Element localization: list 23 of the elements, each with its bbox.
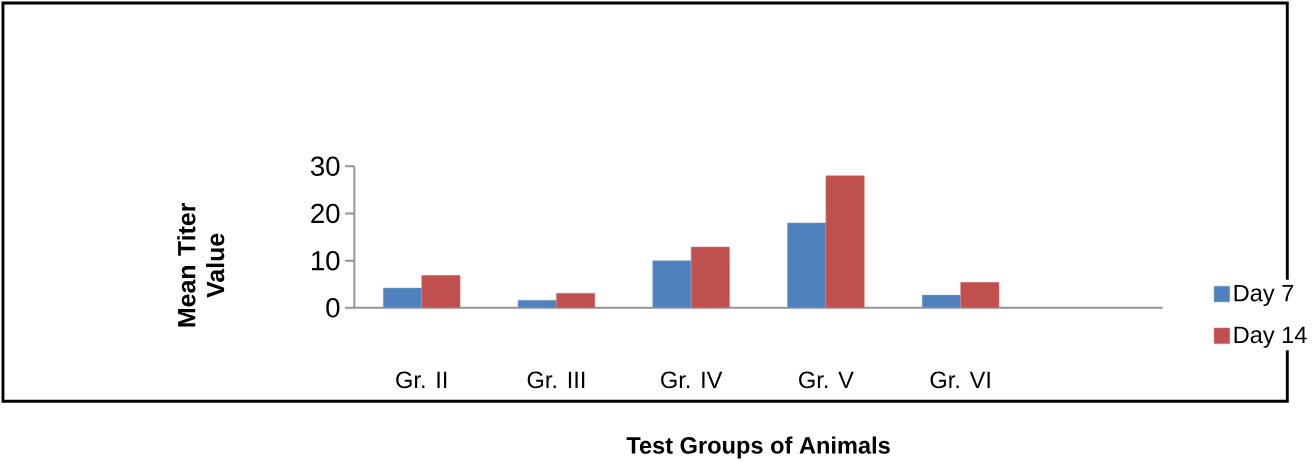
y-tick-label: 10 xyxy=(312,250,340,271)
bar xyxy=(383,287,422,309)
x-axis-title: Test Groups of Animals xyxy=(626,436,890,459)
bar xyxy=(960,282,1000,309)
x-tick-label: Gr. II xyxy=(396,371,447,389)
x-tick-label: Gr. V xyxy=(799,371,854,389)
bar xyxy=(556,293,596,309)
y-tick-label: 30 xyxy=(310,156,340,177)
legend-label: Day 14 xyxy=(1234,326,1307,348)
y-tick-label: 0 xyxy=(326,298,340,318)
y-tick-label: 20 xyxy=(311,203,340,224)
bar xyxy=(825,175,865,309)
bar xyxy=(921,294,961,309)
bar xyxy=(652,260,692,309)
x-tick-label: Gr. III xyxy=(527,371,585,389)
y-axis-title: Mean Titer Value xyxy=(177,203,225,327)
x-tick-label: Gr. IV xyxy=(661,371,723,389)
legend-label: Day 7 xyxy=(1234,285,1294,307)
bar xyxy=(421,275,461,309)
bar xyxy=(690,246,730,309)
bar xyxy=(787,222,827,309)
x-tick-label: Gr. VI xyxy=(930,371,990,389)
bar xyxy=(517,300,557,309)
